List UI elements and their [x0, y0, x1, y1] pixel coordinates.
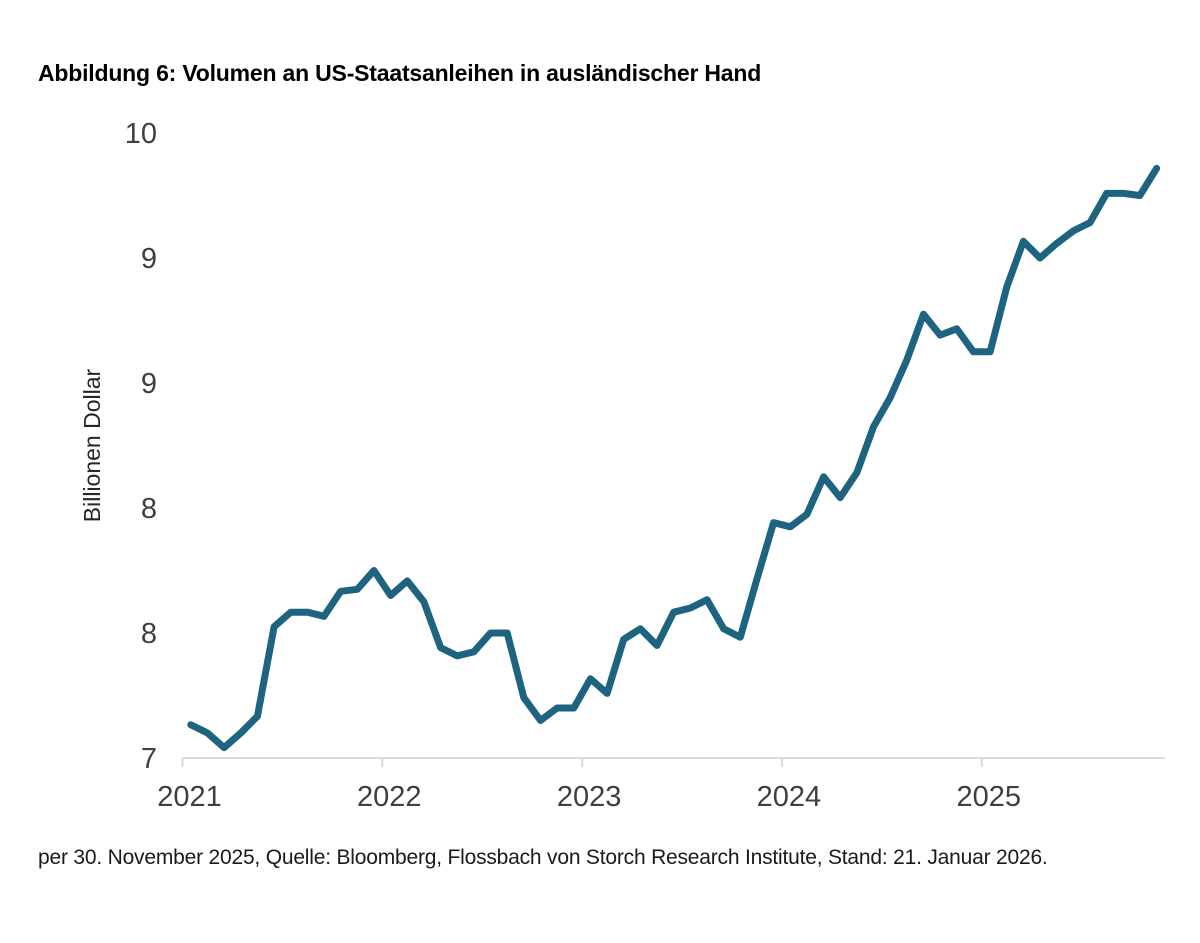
x-tick-label: 2022 [357, 781, 422, 813]
y-axis-title: Billionen Dollar [79, 368, 105, 522]
y-tick-label: 10 [125, 118, 157, 150]
source-note: per 30. November 2025, Quelle: Bloomberg… [38, 846, 1048, 869]
x-tick-label: 2025 [956, 781, 1021, 813]
y-tick-label: 9 [141, 243, 157, 275]
figure-title: Abbildung 6: Volumen an US-Staatsanleihe… [38, 60, 762, 86]
data-line [187, 164, 1161, 752]
y-tick-label: 8 [141, 618, 157, 650]
x-tick-label: 2024 [757, 781, 822, 813]
x-tick-label: 2021 [157, 781, 222, 813]
y-tick-label: 7 [141, 743, 157, 775]
y-tick-label: 9 [141, 368, 157, 400]
x-tick-label: 2023 [557, 781, 622, 813]
y-tick-label: 8 [141, 493, 157, 525]
